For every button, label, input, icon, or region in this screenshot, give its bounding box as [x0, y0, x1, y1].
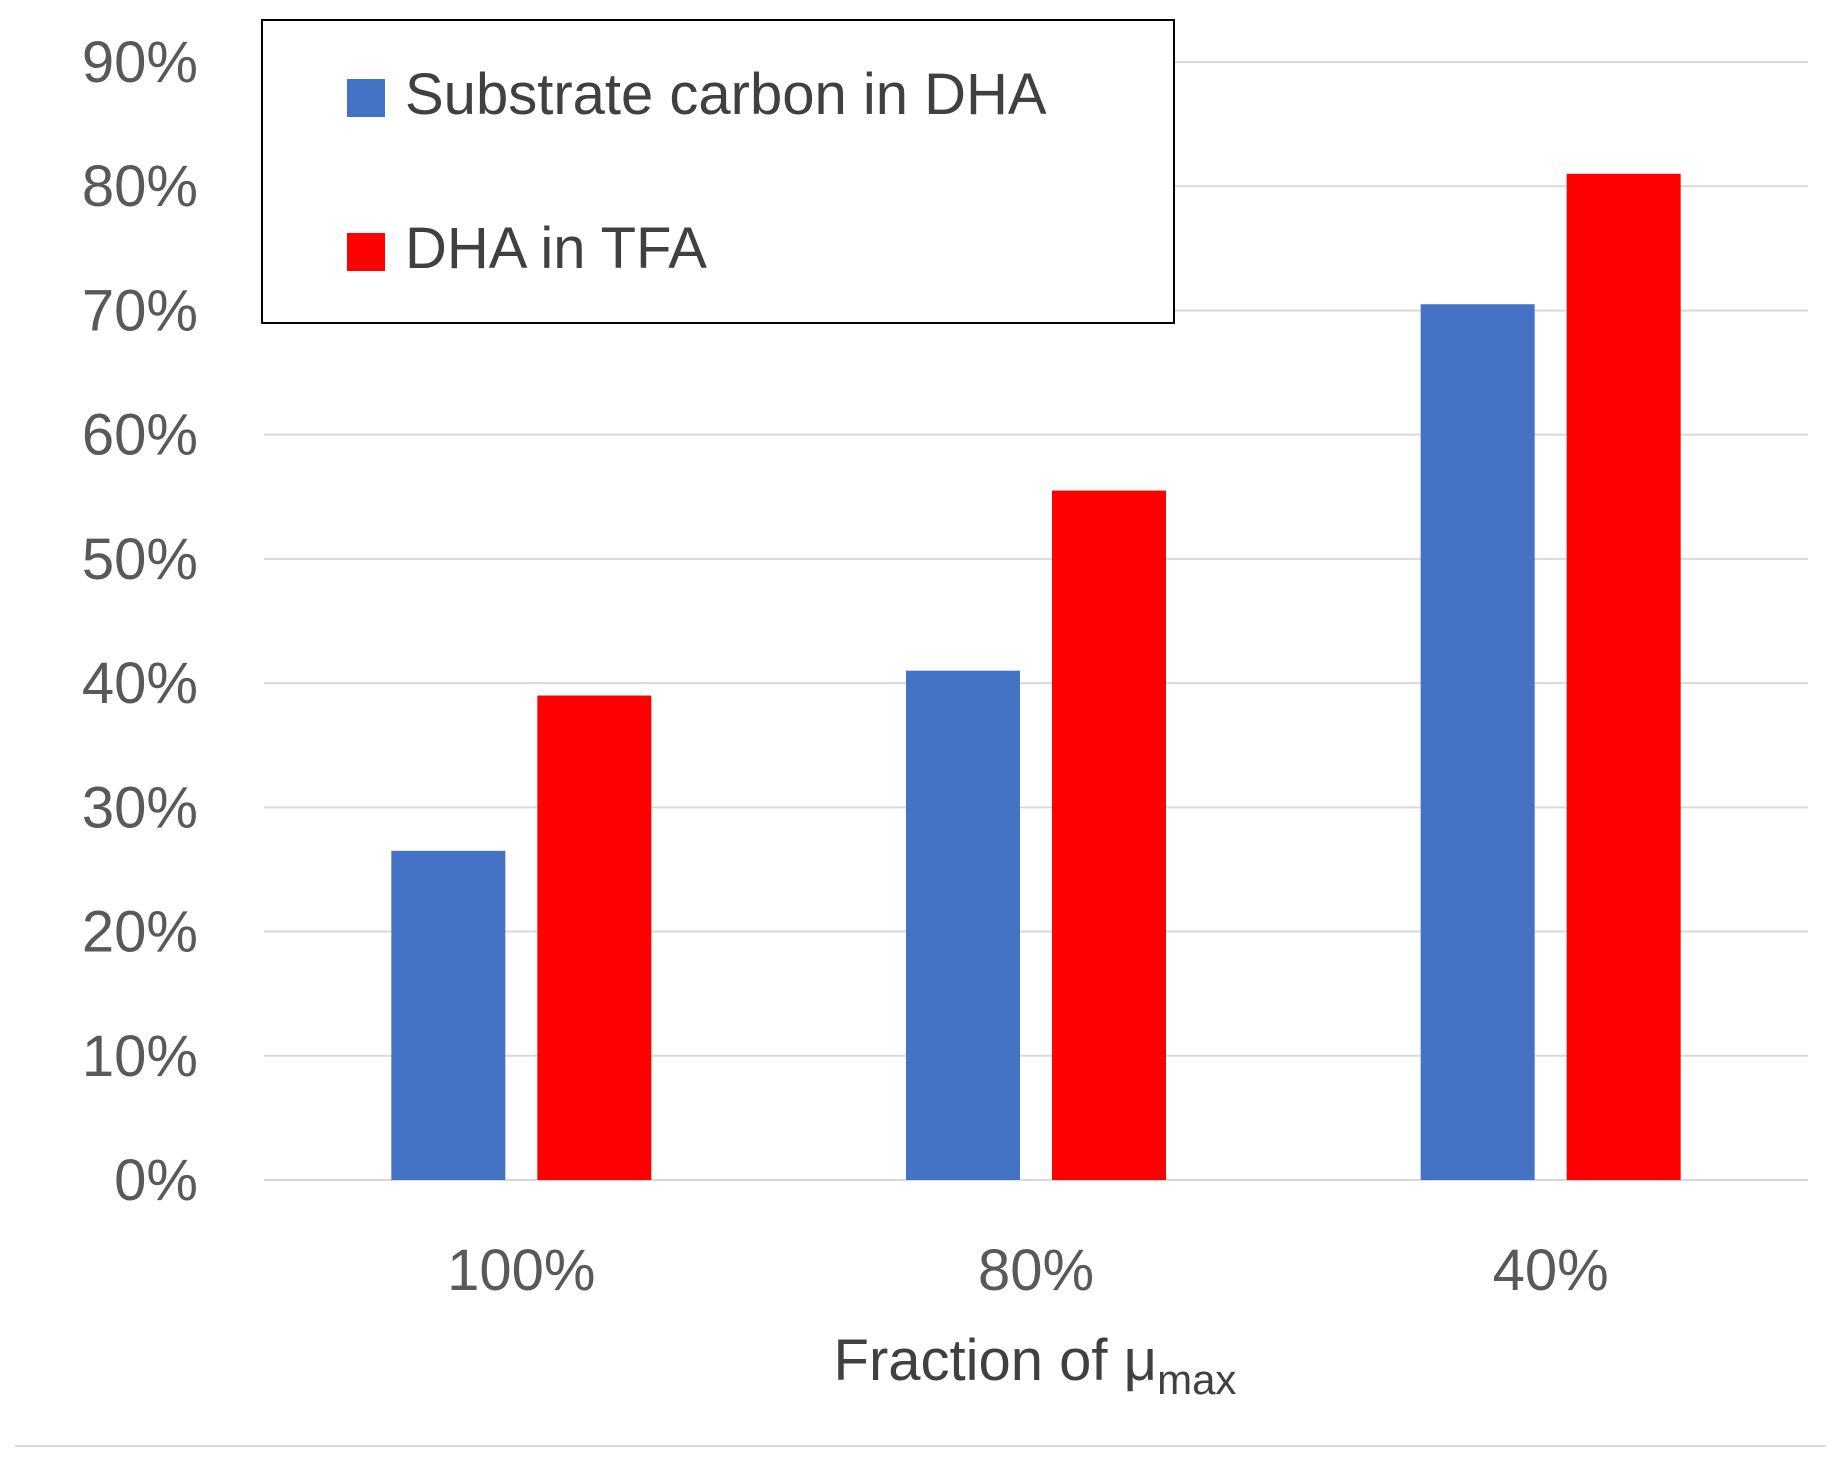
bar-substrate-carbon-in-dha-0 — [391, 850, 506, 1180]
legend: Substrate carbon in DHA DHA in TFA — [261, 19, 1175, 324]
bar-substrate-carbon-in-dha-2 — [1420, 304, 1535, 1180]
legend-swatch-substrate-carbon — [347, 79, 385, 117]
x-axis-title-main: Fraction of μ — [834, 1328, 1158, 1393]
x-axis-title-subscript: max — [1157, 1356, 1236, 1403]
y-tick-label-0: 0% — [114, 1148, 198, 1213]
bar-dha-in-tfa-2 — [1566, 173, 1681, 1181]
y-tick-label-2: 20% — [82, 900, 198, 965]
x-axis-ticks: 100% 80% 40% — [447, 1238, 1609, 1303]
y-tick-label-8: 80% — [82, 154, 198, 219]
x-tick-label-0: 100% — [447, 1238, 595, 1303]
y-tick-label-3: 30% — [82, 775, 198, 840]
x-tick-label-2: 40% — [1493, 1238, 1609, 1303]
y-tick-label-4: 40% — [82, 651, 198, 716]
y-tick-label-5: 50% — [82, 527, 198, 592]
legend-label-substrate-carbon: Substrate carbon in DHA — [405, 62, 1047, 127]
bar-dha-in-tfa-0 — [537, 695, 652, 1180]
bar-substrate-carbon-in-dha-1 — [906, 670, 1020, 1180]
bars — [391, 173, 1681, 1181]
legend-swatch-dha-in-tfa — [347, 233, 385, 271]
legend-label-dha-in-tfa: DHA in TFA — [405, 216, 707, 281]
y-tick-label-1: 10% — [82, 1024, 198, 1089]
legend-box — [261, 19, 1175, 324]
y-tick-label-7: 70% — [82, 278, 198, 343]
y-tick-label-6: 60% — [82, 403, 198, 468]
y-axis-ticks: 0% 10% 20% 30% 40% 50% 60% 70% 80% 90% — [82, 30, 198, 1213]
bar-dha-in-tfa-1 — [1052, 490, 1166, 1181]
x-tick-label-1: 80% — [978, 1238, 1094, 1303]
x-axis-title: Fraction of μmax — [834, 1328, 1237, 1403]
y-tick-label-9: 90% — [82, 30, 198, 95]
